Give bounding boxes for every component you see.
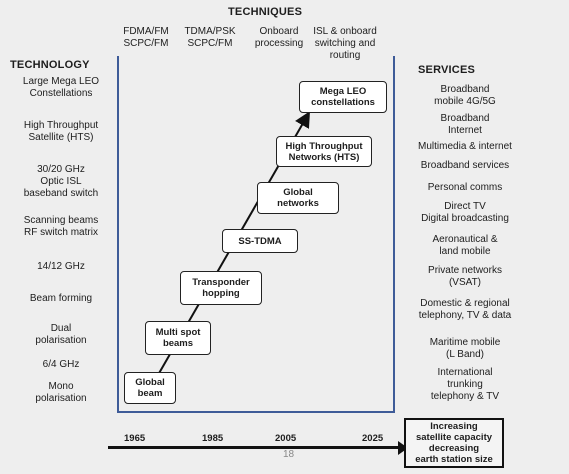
step-global-networks: Global networks bbox=[257, 182, 339, 214]
service-item: Aeronautical & land mobile bbox=[432, 234, 498, 257]
year-label: 1985 bbox=[202, 433, 224, 444]
technique-tdma: TDMA/PSK SCPC/FM bbox=[184, 26, 236, 49]
technology-item: Scanning beams RF switch matrix bbox=[23, 215, 99, 238]
technology-item: 30/20 GHz Optic ISL baseband switch bbox=[23, 164, 99, 199]
step-ss-tdma: SS-TDMA bbox=[222, 229, 298, 253]
timeline-frame bbox=[117, 56, 395, 413]
techniques-heading: TECHNIQUES bbox=[228, 6, 303, 18]
service-item: Private networks (VSAT) bbox=[428, 265, 502, 288]
result-box: Increasing satellite capacity decreasing ea… bbox=[404, 418, 504, 468]
service-item: International trunking telephony & TV bbox=[430, 367, 500, 402]
service-item: Personal comms bbox=[427, 182, 503, 193]
service-item: Domestic & regional telephony, TV & data bbox=[418, 298, 512, 321]
technology-item: 14/12 GHz bbox=[37, 261, 85, 272]
technology-item: Mono polarisation bbox=[35, 381, 87, 404]
technology-item: High Throughput Satellite (HTS) bbox=[23, 120, 99, 143]
step-hts-networks: High Throughput Networks (HTS) bbox=[276, 136, 372, 167]
timeline-axis bbox=[108, 446, 404, 449]
service-item: Broadband mobile 4G/5G bbox=[434, 84, 496, 107]
step-mega-leo: Mega LEO constellations bbox=[299, 81, 387, 113]
service-item: Broadband Internet bbox=[440, 113, 490, 136]
service-item: Multimedia & internet bbox=[418, 141, 512, 152]
technology-item: Large Mega LEO Constellations bbox=[22, 76, 100, 99]
page-number: 18 bbox=[283, 449, 295, 460]
step-transponder-hopping: Transponder hopping bbox=[180, 271, 262, 305]
year-label: 2005 bbox=[275, 433, 297, 444]
services-heading: SERVICES bbox=[418, 64, 476, 76]
step-multi-spot-beams: Multi spot beams bbox=[145, 321, 211, 355]
year-label: 1965 bbox=[124, 433, 146, 444]
technology-heading: TECHNOLOGY bbox=[10, 59, 90, 71]
technology-item: 6/4 GHz bbox=[42, 359, 80, 370]
technique-isl: ISL & onboard switching and routing bbox=[313, 26, 377, 61]
technology-item: Beam forming bbox=[29, 293, 93, 304]
year-label: 2025 bbox=[362, 433, 384, 444]
technique-onboard: Onboard processing bbox=[254, 26, 304, 49]
service-item: Direct TV Digital broadcasting bbox=[421, 201, 509, 224]
service-item: Broadband services bbox=[420, 160, 510, 171]
service-item: Maritime mobile (L Band) bbox=[429, 337, 501, 360]
step-global-beam: Global beam bbox=[124, 372, 176, 404]
timeline-arrowhead bbox=[398, 441, 408, 455]
technique-fdma: FDMA/FM SCPC/FM bbox=[123, 26, 169, 49]
technology-item: Dual polarisation bbox=[35, 323, 87, 346]
